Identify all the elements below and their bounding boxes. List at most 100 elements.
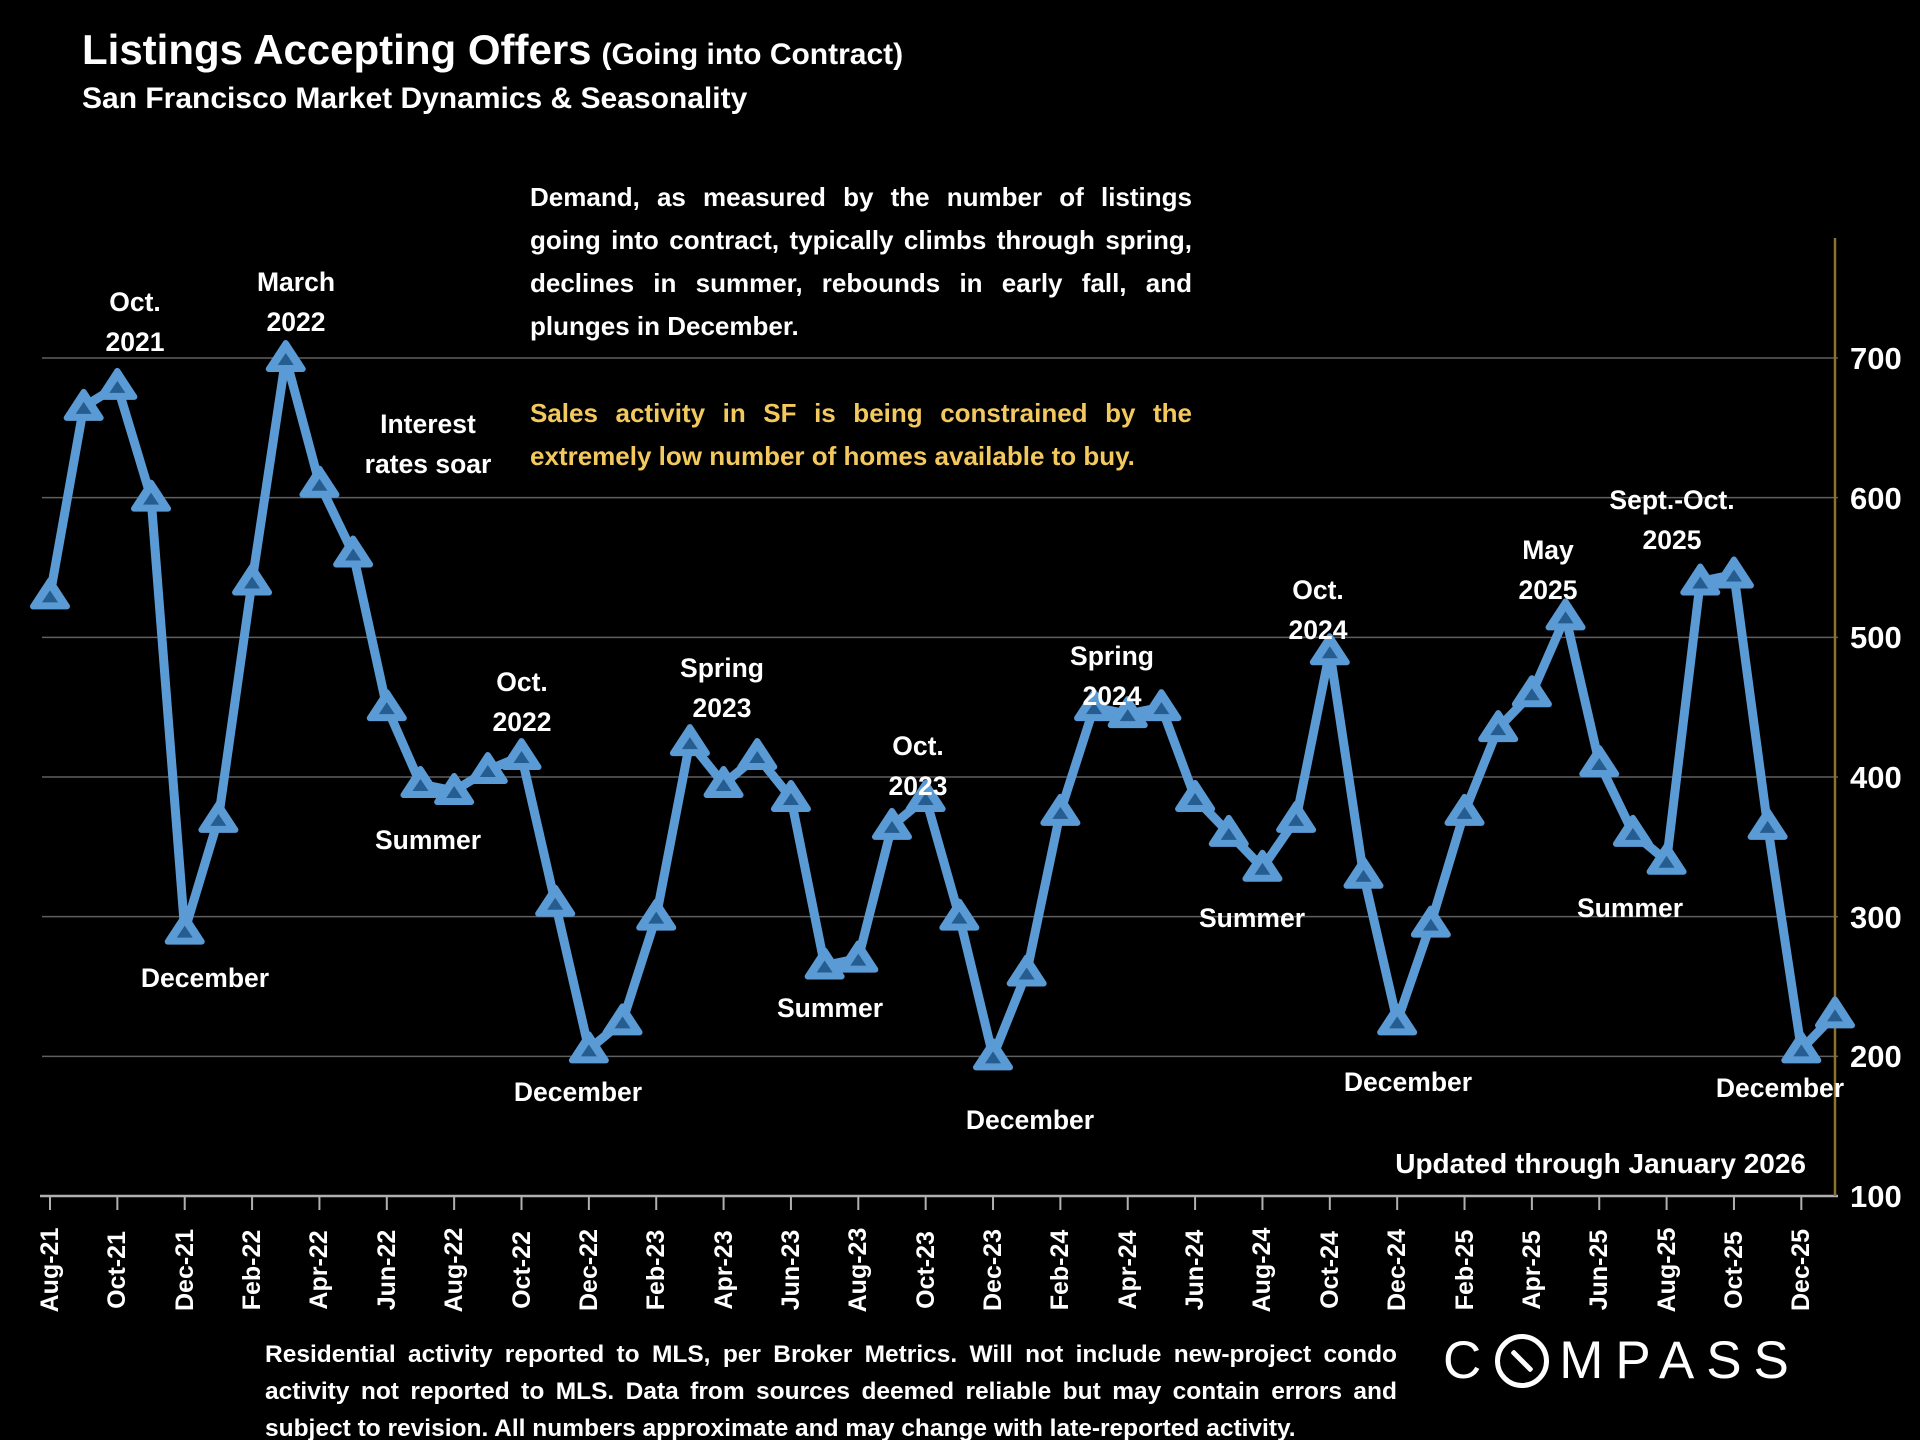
x-axis-tick-label: Jun-23 — [776, 1229, 805, 1311]
data-marker-inner — [1624, 827, 1641, 840]
data-marker-inner — [1187, 792, 1204, 805]
chart-annotation: December — [513, 1077, 643, 1107]
y-axis-tick-label: 100 — [1850, 1179, 1902, 1214]
data-marker-inner — [311, 478, 328, 491]
data-marker-inner — [378, 702, 395, 715]
data-marker-inner — [1725, 569, 1742, 582]
data-marker-inner — [1254, 862, 1271, 875]
chart-annotation: December — [1715, 1073, 1845, 1103]
data-marker-inner — [1523, 688, 1540, 701]
data-marker-inner — [850, 953, 867, 966]
data-marker-inner — [648, 911, 665, 924]
data-marker-inner — [782, 792, 799, 805]
x-axis-tick-label: Dec-25 — [1787, 1229, 1816, 1311]
data-marker-inner — [917, 792, 934, 805]
x-axis-tick-label: Feb-24 — [1046, 1229, 1075, 1311]
data-marker-inner — [513, 751, 530, 764]
chart-annotation: Oct. 2022 — [492, 667, 552, 737]
data-marker-inner — [614, 1016, 631, 1029]
data-marker-inner — [883, 820, 900, 833]
data-marker-inner — [1052, 806, 1069, 819]
data-marker-inner — [446, 785, 463, 798]
x-axis-tick-label: Oct-23 — [911, 1231, 940, 1309]
data-marker-inner — [547, 897, 564, 910]
highlight-text: Sales activity in SF is being constraine… — [530, 398, 1192, 471]
y-axis-tick-label: 700 — [1850, 341, 1902, 376]
data-marker-inner — [42, 590, 58, 603]
x-axis-tick-label: Apr-25 — [1517, 1230, 1546, 1310]
chart-annotation: Interest rates soar — [364, 409, 492, 479]
chart-annotation: Oct. 2023 — [888, 731, 948, 801]
data-marker-inner — [1557, 611, 1574, 624]
compass-logo: C MPASS — [1443, 1330, 1801, 1391]
x-axis-tick-label: Feb-25 — [1450, 1229, 1479, 1311]
data-marker-inner — [1490, 723, 1507, 736]
compass-logo-letter-c: C — [1443, 1331, 1494, 1390]
footer-disclaimer: Residential activity reported to MLS, pe… — [265, 1341, 1397, 1440]
data-marker-inner — [1119, 709, 1136, 722]
data-marker-inner — [580, 1044, 597, 1057]
data-marker-inner — [1288, 813, 1305, 826]
data-marker-inner — [479, 765, 496, 778]
x-axis-tick-label: Dec-22 — [574, 1229, 603, 1311]
data-marker-inner — [1759, 820, 1776, 833]
data-marker-inner — [985, 1051, 1002, 1064]
data-marker-inner — [244, 576, 261, 589]
x-axis-tick-label: Feb-23 — [642, 1229, 671, 1311]
data-marker-inner — [951, 911, 968, 924]
chart-annotation: Summer — [1198, 903, 1306, 933]
page-title: Listings Accepting Offers (Going into Con… — [82, 26, 903, 74]
chart-annotation: Summer — [776, 993, 884, 1023]
chart-annotation: December — [140, 963, 270, 993]
page-subtitle: San Francisco Market Dynamics & Seasonal… — [82, 82, 748, 115]
chart-annotation: Oct. 2021 — [105, 287, 165, 357]
chart-annotation: March 2022 — [256, 267, 336, 337]
data-marker-inner — [816, 960, 833, 973]
data-marker-inner — [75, 401, 92, 414]
x-axis-tick-label: Aug-24 — [1248, 1227, 1277, 1313]
data-marker-inner — [1018, 967, 1035, 980]
chart-annotation: Sept.-Oct. 2025 — [1609, 485, 1735, 555]
chart-annotation: Oct. 2024 — [1288, 575, 1348, 645]
chart-annotation: Spring 2023 — [680, 653, 764, 723]
x-axis-tick-label: Apr-23 — [709, 1230, 738, 1310]
data-marker-inner — [1692, 576, 1709, 589]
x-axis-tick-label: Aug-21 — [36, 1227, 64, 1313]
x-axis-tick-label: Apr-22 — [305, 1230, 334, 1310]
commentary-text: Demand, as measured by the number of lis… — [530, 182, 1192, 341]
data-marker-inner — [109, 380, 126, 393]
chart-annotation: December — [965, 1105, 1095, 1135]
data-marker-inner — [1456, 806, 1473, 819]
y-axis-tick-label: 400 — [1850, 760, 1902, 795]
data-marker-inner — [1086, 702, 1103, 715]
x-axis-tick-label: Dec-24 — [1383, 1229, 1412, 1311]
data-marker-inner — [1793, 1044, 1810, 1057]
data-marker-inner — [1321, 646, 1338, 659]
x-axis-tick-label: Jun-24 — [1181, 1229, 1210, 1311]
data-marker-inner — [715, 778, 732, 791]
data-marker-inner — [412, 778, 429, 791]
data-marker-inner — [1355, 869, 1372, 882]
chart-annotation: Spring 2024 — [1070, 641, 1154, 711]
x-axis-tick-label: Aug-22 — [440, 1227, 469, 1313]
data-marker-inner — [345, 548, 362, 561]
x-axis-tick-label: Oct-24 — [1315, 1231, 1344, 1309]
chart-annotation: December — [1343, 1067, 1473, 1097]
data-marker-inner — [1422, 918, 1439, 931]
x-axis-tick-label: Jun-22 — [372, 1229, 401, 1311]
data-marker-inner — [1658, 855, 1675, 868]
y-axis-tick-label: 600 — [1850, 480, 1902, 516]
data-marker-inner — [210, 813, 227, 826]
page-title-paren: (Going into Contract) — [601, 38, 904, 71]
x-axis-tick-label: Dec-23 — [979, 1229, 1008, 1311]
data-marker-inner — [749, 751, 766, 764]
data-marker-inner — [176, 925, 193, 938]
data-marker-inner — [277, 353, 294, 365]
chart-annotation: Summer — [1576, 893, 1684, 923]
data-marker-inner — [143, 492, 160, 505]
data-marker-inner — [1220, 827, 1237, 840]
x-axis-tick-label: Oct-21 — [103, 1231, 132, 1309]
x-axis-tick-label: Aug-23 — [844, 1227, 873, 1313]
